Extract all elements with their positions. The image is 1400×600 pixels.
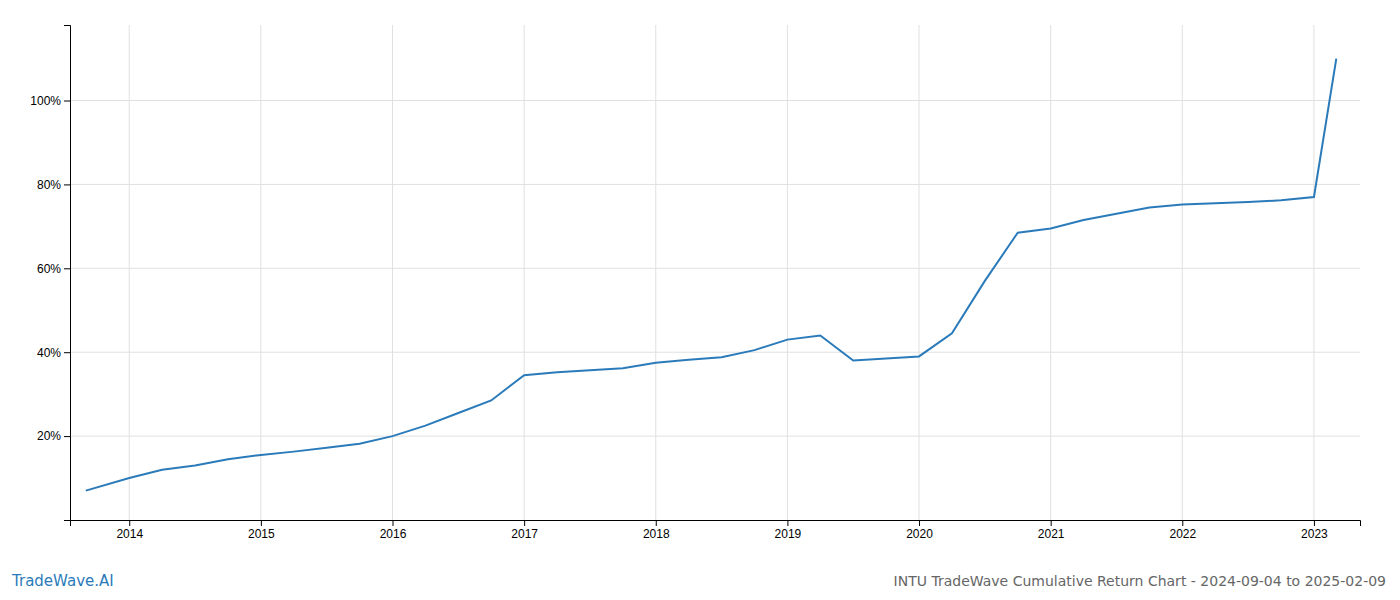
x-tick: 2018 xyxy=(643,520,670,541)
y-tick-label: 20% xyxy=(37,429,61,443)
x-tick-mark xyxy=(919,520,920,526)
x-tick: 2019 xyxy=(775,520,802,541)
y-tick: 20% xyxy=(37,429,70,443)
x-axis: 2014 2015 2016 2017 2018 2019 2020 2021 2022 2023 xyxy=(71,520,1361,541)
x-tick-label: 2017 xyxy=(511,527,538,541)
grid xyxy=(70,25,1360,520)
chart: 2014 2015 2016 2017 2018 2019 2020 2021 2022 2023… xyxy=(0,0,1400,600)
x-tick-label: 2018 xyxy=(643,527,670,541)
x-tick-label: 2022 xyxy=(1169,527,1196,541)
x-tick-label: 2014 xyxy=(116,527,143,541)
x-tick-label: 2016 xyxy=(380,527,407,541)
y-tick-label: 80% xyxy=(37,178,61,192)
x-tick-label: 2019 xyxy=(775,527,802,541)
y-grid-line xyxy=(70,352,1360,353)
x-tick-mark xyxy=(656,520,657,526)
y-tick-label: 40% xyxy=(37,346,61,360)
y-grid-line xyxy=(70,436,1360,437)
y-tick-mark xyxy=(64,268,70,269)
x-grid-line xyxy=(655,25,656,520)
y-grid-line xyxy=(70,100,1360,101)
x-axis-line xyxy=(71,521,1361,527)
x-tick: 2020 xyxy=(906,520,933,541)
x-grid-line xyxy=(260,25,261,520)
x-tick: 2017 xyxy=(511,520,538,541)
x-tick-mark xyxy=(261,520,262,526)
x-tick-label: 2021 xyxy=(1038,527,1065,541)
x-grid-line xyxy=(1050,25,1051,520)
y-tick: 60% xyxy=(37,262,70,276)
x-tick: 2015 xyxy=(248,520,275,541)
x-tick: 2021 xyxy=(1038,520,1065,541)
x-tick: 2022 xyxy=(1169,520,1196,541)
x-grid-line xyxy=(1182,25,1183,520)
y-grid-line xyxy=(70,184,1360,185)
x-tick-mark xyxy=(787,520,788,526)
y-axis-line xyxy=(64,26,71,521)
x-grid-line xyxy=(524,25,525,520)
x-grid-line xyxy=(919,25,920,520)
y-tick: 40% xyxy=(37,346,70,360)
x-grid-line xyxy=(1313,25,1314,520)
plot-area: 2014 2015 2016 2017 2018 2019 2020 2021 2022 2023… xyxy=(30,25,1360,541)
x-tick: 2016 xyxy=(380,520,407,541)
x-tick-label: 2015 xyxy=(248,527,275,541)
x-tick-label: 2020 xyxy=(906,527,933,541)
title: INTU TradeWave Cumulative Return Chart -… xyxy=(894,573,1386,589)
x-grid-line xyxy=(787,25,788,520)
x-tick-mark xyxy=(1051,520,1052,526)
x-tick: 2023 xyxy=(1301,520,1328,541)
x-tick-mark xyxy=(393,520,394,526)
x-tick-label: 2023 xyxy=(1301,527,1328,541)
y-tick-mark xyxy=(64,436,70,437)
y-tick-mark xyxy=(64,352,70,353)
x-tick-mark xyxy=(1182,520,1183,526)
y-tick-mark xyxy=(64,101,70,102)
x-grid-line xyxy=(129,25,130,520)
y-tick-mark xyxy=(64,184,70,185)
line xyxy=(86,59,1337,491)
y-axis: 20% 40% 60% 80% 100% xyxy=(30,26,70,521)
y-tick-label: 60% xyxy=(37,262,61,276)
y-tick-label: 100% xyxy=(30,94,61,108)
x-grid-line xyxy=(392,25,393,520)
x-tick-mark xyxy=(129,520,130,526)
y-tick: 100% xyxy=(30,94,70,108)
watermark: TradeWave.AI xyxy=(11,572,114,590)
x-tick-mark xyxy=(1314,520,1315,526)
x-tick: 2014 xyxy=(116,520,143,541)
y-tick: 80% xyxy=(37,178,70,192)
series xyxy=(86,59,1337,491)
y-grid-line xyxy=(70,268,1360,269)
x-tick-mark xyxy=(524,520,525,526)
